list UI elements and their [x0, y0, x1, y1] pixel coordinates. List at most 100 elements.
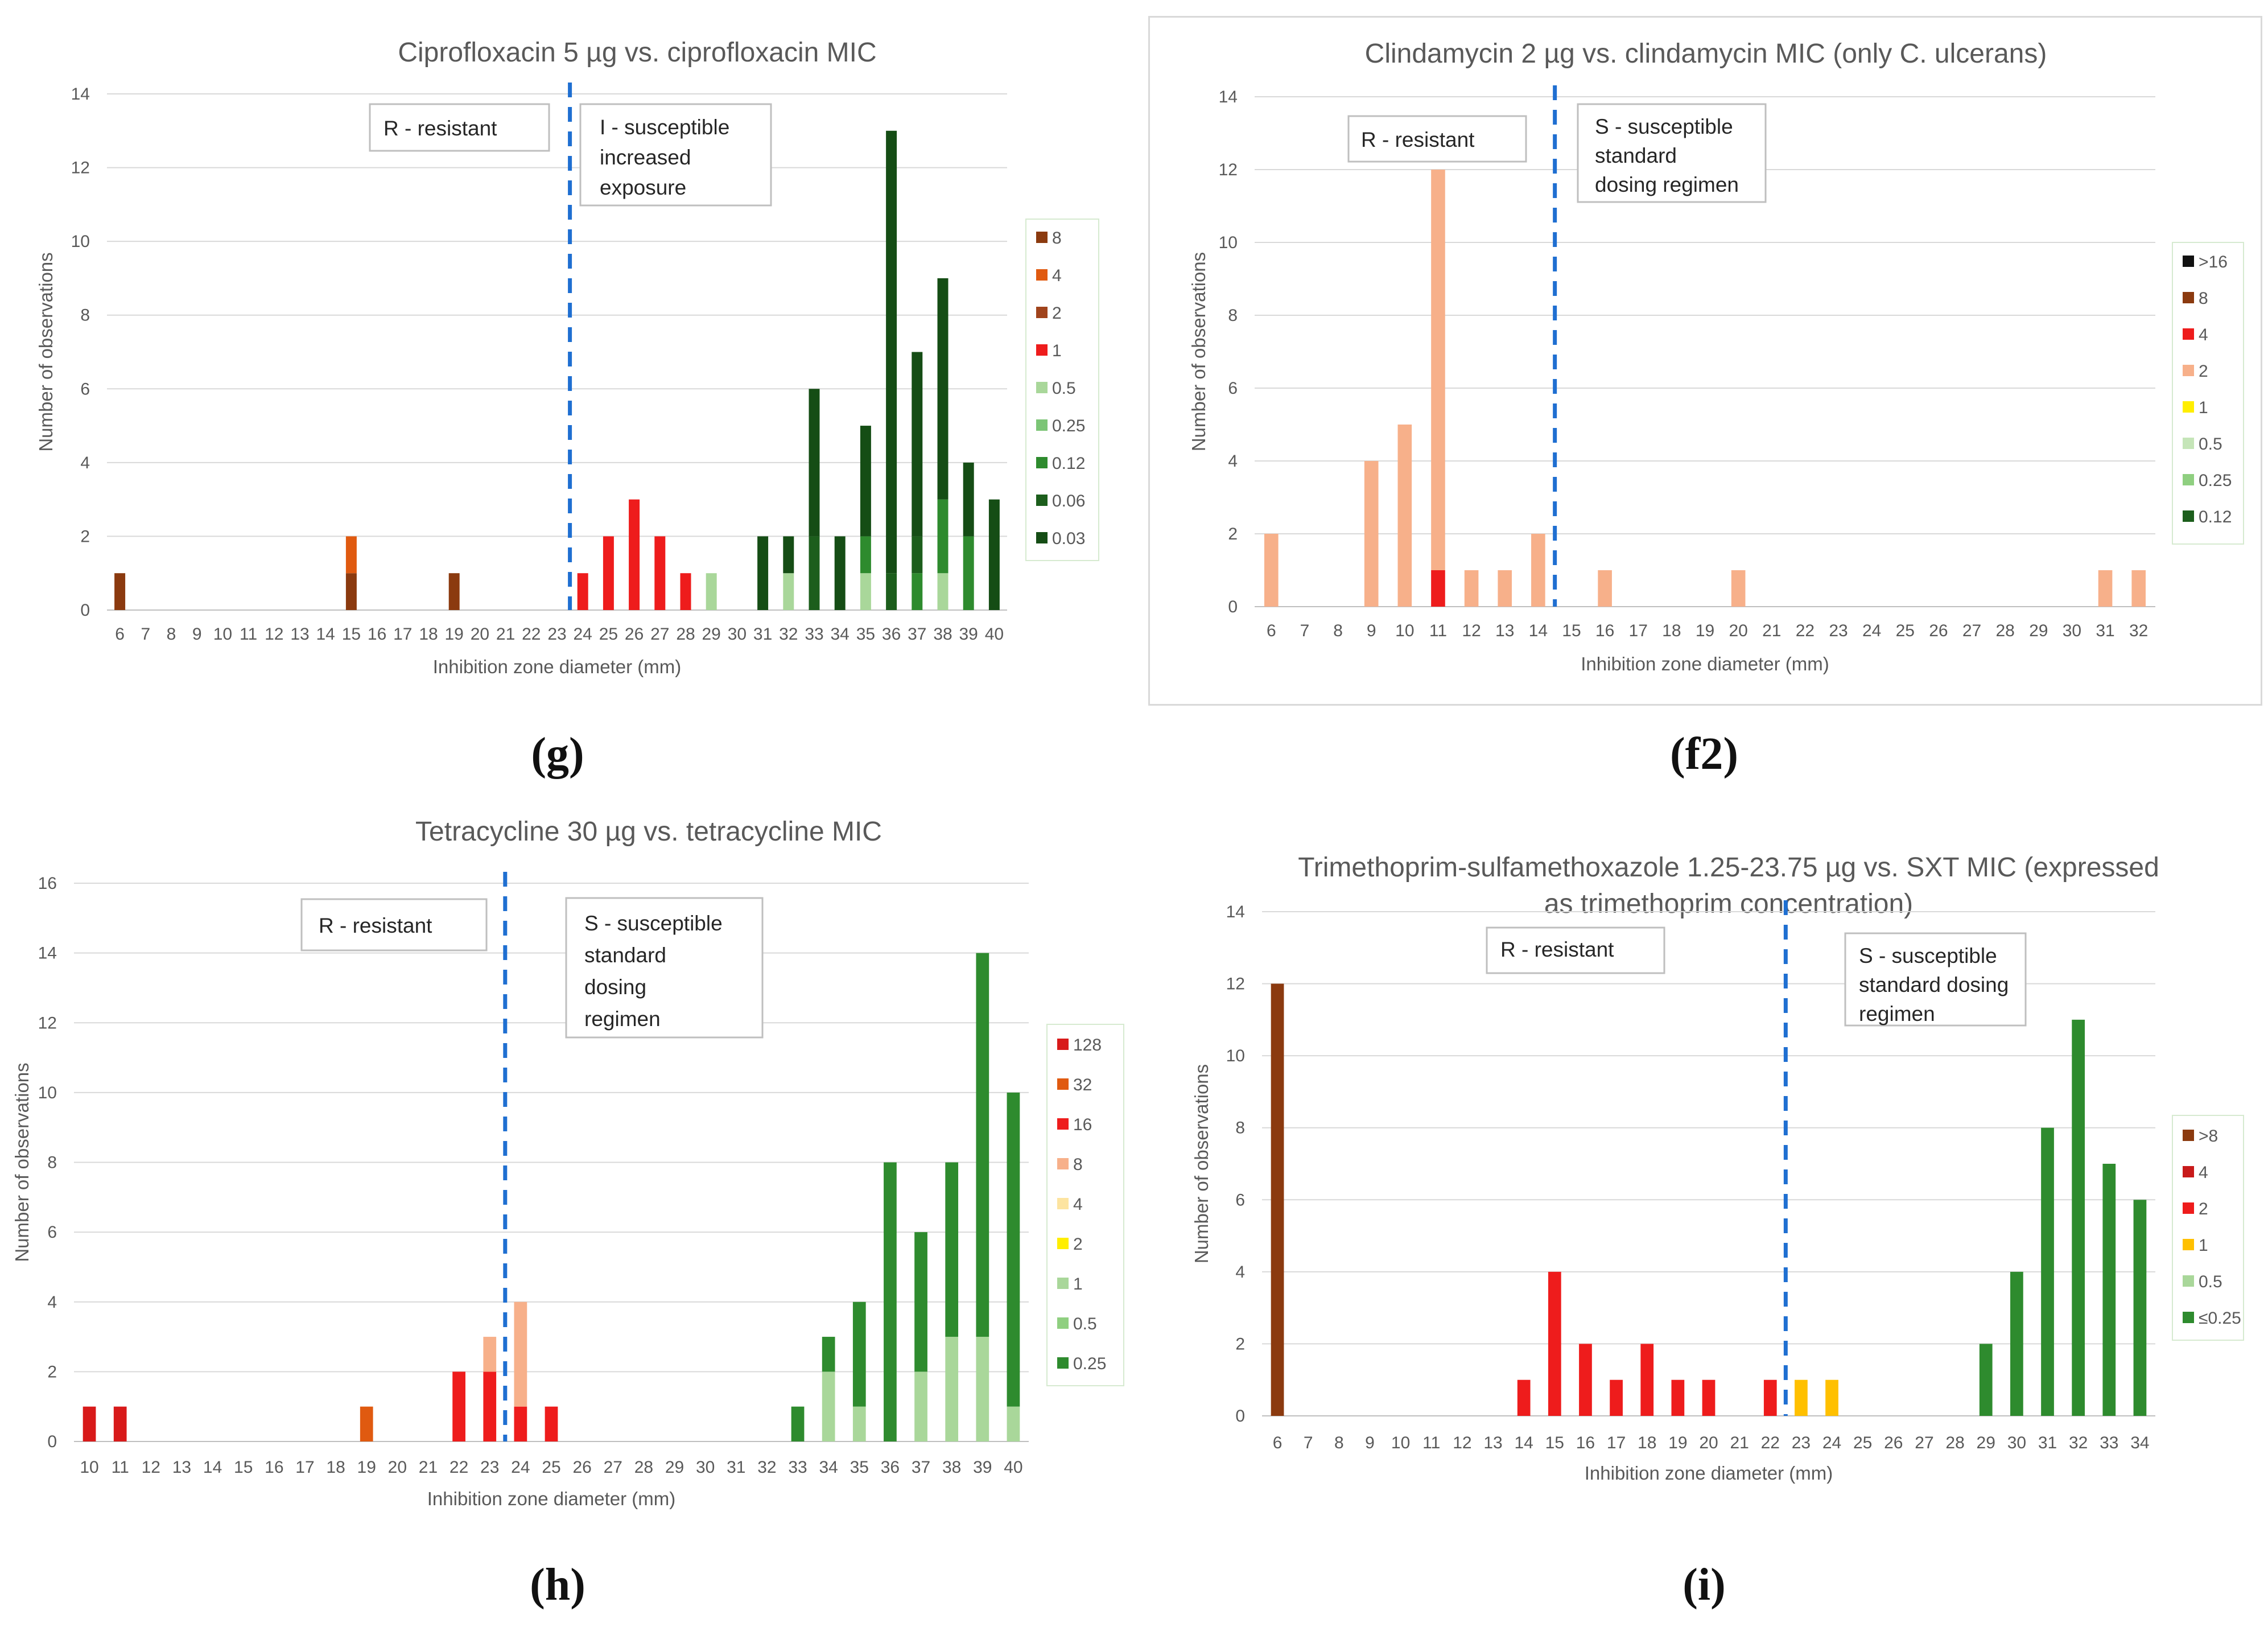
- y-axis-label: Number of observations: [1188, 252, 1209, 451]
- bar-0.25-x34: [2133, 1200, 2147, 1416]
- x-tick-label: 13: [172, 1458, 191, 1477]
- legend-label: 16: [1073, 1115, 1092, 1134]
- bar-2-x16: [1598, 570, 1612, 607]
- x-tick-label: 27: [1962, 621, 1981, 640]
- annotation-text: standard: [584, 944, 666, 967]
- y-tick-label: 0: [1228, 598, 1238, 616]
- legend-label: 2: [1052, 304, 1062, 323]
- legend-swatch: [2183, 401, 2194, 413]
- bar-0.5-x32: [783, 573, 794, 610]
- x-tick-label: 15: [1545, 1434, 1564, 1452]
- x-tick-label: 28: [676, 625, 695, 644]
- annotation-text: S - susceptible: [584, 912, 723, 935]
- x-tick-label: 39: [959, 625, 978, 644]
- chart-title: Ciprofloxacin 5 µg vs. ciprofloxacin MIC: [398, 38, 876, 68]
- x-tick-label: 34: [831, 625, 850, 644]
- trimethoprim-sulfamethoxazole-chart: Trimethoprim-sulfamethoxazole 1.25-23.75…: [1191, 852, 2244, 1484]
- legend-swatch: [2183, 1166, 2194, 1177]
- bar-0.06-x33: [809, 536, 820, 610]
- x-tick-label: 15: [342, 625, 361, 644]
- x-tick-label: 36: [881, 1458, 900, 1477]
- x-tick-label: 34: [2130, 1434, 2149, 1452]
- bar-16-x25: [545, 1406, 558, 1441]
- x-tick-label: 32: [2129, 621, 2148, 640]
- bar-2-x17: [1610, 1379, 1623, 1416]
- x-tick-label: 20: [471, 625, 489, 644]
- x-tick-label: 25: [1896, 621, 1915, 640]
- legend-swatch: [1036, 457, 1048, 468]
- x-tick-label: 13: [1495, 621, 1514, 640]
- bar-2-x15: [1548, 1271, 1561, 1416]
- x-tick-label: 11: [112, 1458, 129, 1477]
- x-tick-label: 30: [728, 625, 747, 644]
- x-tick-label: 32: [2069, 1434, 2088, 1452]
- bar-16-x22: [452, 1371, 465, 1441]
- x-tick-label: 8: [1333, 621, 1343, 640]
- bar-1-x25: [603, 536, 614, 610]
- legend-label: 8: [1052, 229, 1062, 248]
- legend-swatch: [1057, 1198, 1069, 1209]
- bar-8-x6: [1271, 983, 1284, 1416]
- x-tick-label: 27: [1915, 1434, 1933, 1452]
- bar-2-x16: [1579, 1344, 1592, 1416]
- legend-swatch: [1036, 495, 1048, 506]
- annotation-box: [1347, 115, 1527, 163]
- bar-2-x14: [1531, 534, 1545, 607]
- annotation-box: [1486, 926, 1665, 974]
- x-tick-label: 28: [1945, 1434, 1964, 1452]
- legend-swatch: [2183, 365, 2194, 376]
- annotation-box: [369, 103, 550, 152]
- legend-swatch: [2183, 1239, 2194, 1250]
- x-tick-label: 38: [942, 1458, 961, 1477]
- legend-label: 0.12: [2199, 508, 2232, 526]
- y-tick-label: 4: [1235, 1263, 1245, 1282]
- panel-frame-f2: [1148, 16, 2262, 706]
- legend-label: 8: [1073, 1155, 1083, 1174]
- legend-label: 1: [2199, 1236, 2208, 1255]
- chart-title: Clindamycin 2 µg vs. clindamycin MIC (on…: [1365, 39, 2047, 69]
- x-tick-label: 10: [80, 1458, 98, 1477]
- bar-1-x38: [945, 1337, 959, 1441]
- x-tick-label: 37: [908, 625, 926, 644]
- clindamycin-chart: Clindamycin 2 µg vs. clindamycin MIC (on…: [1188, 39, 2244, 674]
- bar-2-x10: [1397, 425, 1412, 607]
- x-tick-label: 26: [1884, 1434, 1903, 1452]
- y-tick-label: 8: [1228, 306, 1238, 325]
- x-tick-label: 19: [445, 625, 464, 644]
- x-tick-label: 35: [856, 625, 875, 644]
- annotation-text: standard: [1595, 144, 1677, 167]
- x-tick-label: 23: [1829, 621, 1848, 640]
- bar-0.25-x34: [822, 1337, 835, 1372]
- y-tick-label: 4: [47, 1293, 57, 1312]
- legend-swatch: [2183, 292, 2194, 303]
- legend-swatch: [2183, 1275, 2194, 1287]
- legend-swatch: [1057, 1317, 1069, 1329]
- bar-0.5-x29: [706, 573, 717, 610]
- y-tick-label: 0: [47, 1432, 57, 1451]
- annotation-text: increased: [600, 146, 691, 169]
- bar-0.25-x39: [976, 953, 989, 1337]
- legend-swatch: [1057, 1039, 1069, 1050]
- bar-8-x19: [448, 573, 460, 610]
- legend-swatch: [1036, 382, 1048, 393]
- x-tick-label: 40: [985, 625, 1004, 644]
- x-tick-label: 6: [1273, 1434, 1283, 1452]
- x-tick-label: 7: [1304, 1434, 1313, 1452]
- y-tick-label: 10: [38, 1084, 57, 1102]
- x-tick-label: 32: [779, 625, 798, 644]
- x-tick-label: 10: [1391, 1434, 1410, 1452]
- bar-2-x31: [2098, 570, 2113, 607]
- bar-4-x11: [1431, 570, 1445, 607]
- y-tick-label: 16: [38, 874, 57, 893]
- x-tick-label: 21: [1762, 621, 1781, 640]
- bar-1-x34: [822, 1371, 835, 1441]
- x-tick-label: 18: [326, 1458, 345, 1477]
- x-tick-label: 27: [650, 625, 669, 644]
- panel-label-f2: (f2): [1670, 729, 1738, 779]
- bar-1-x27: [654, 536, 666, 610]
- x-tick-label: 17: [393, 625, 412, 644]
- x-tick-label: 24: [574, 625, 592, 644]
- legend-label: 0.5: [2199, 1272, 2222, 1291]
- bar-0.12-x35: [860, 536, 871, 574]
- x-tick-label: 11: [1429, 621, 1447, 640]
